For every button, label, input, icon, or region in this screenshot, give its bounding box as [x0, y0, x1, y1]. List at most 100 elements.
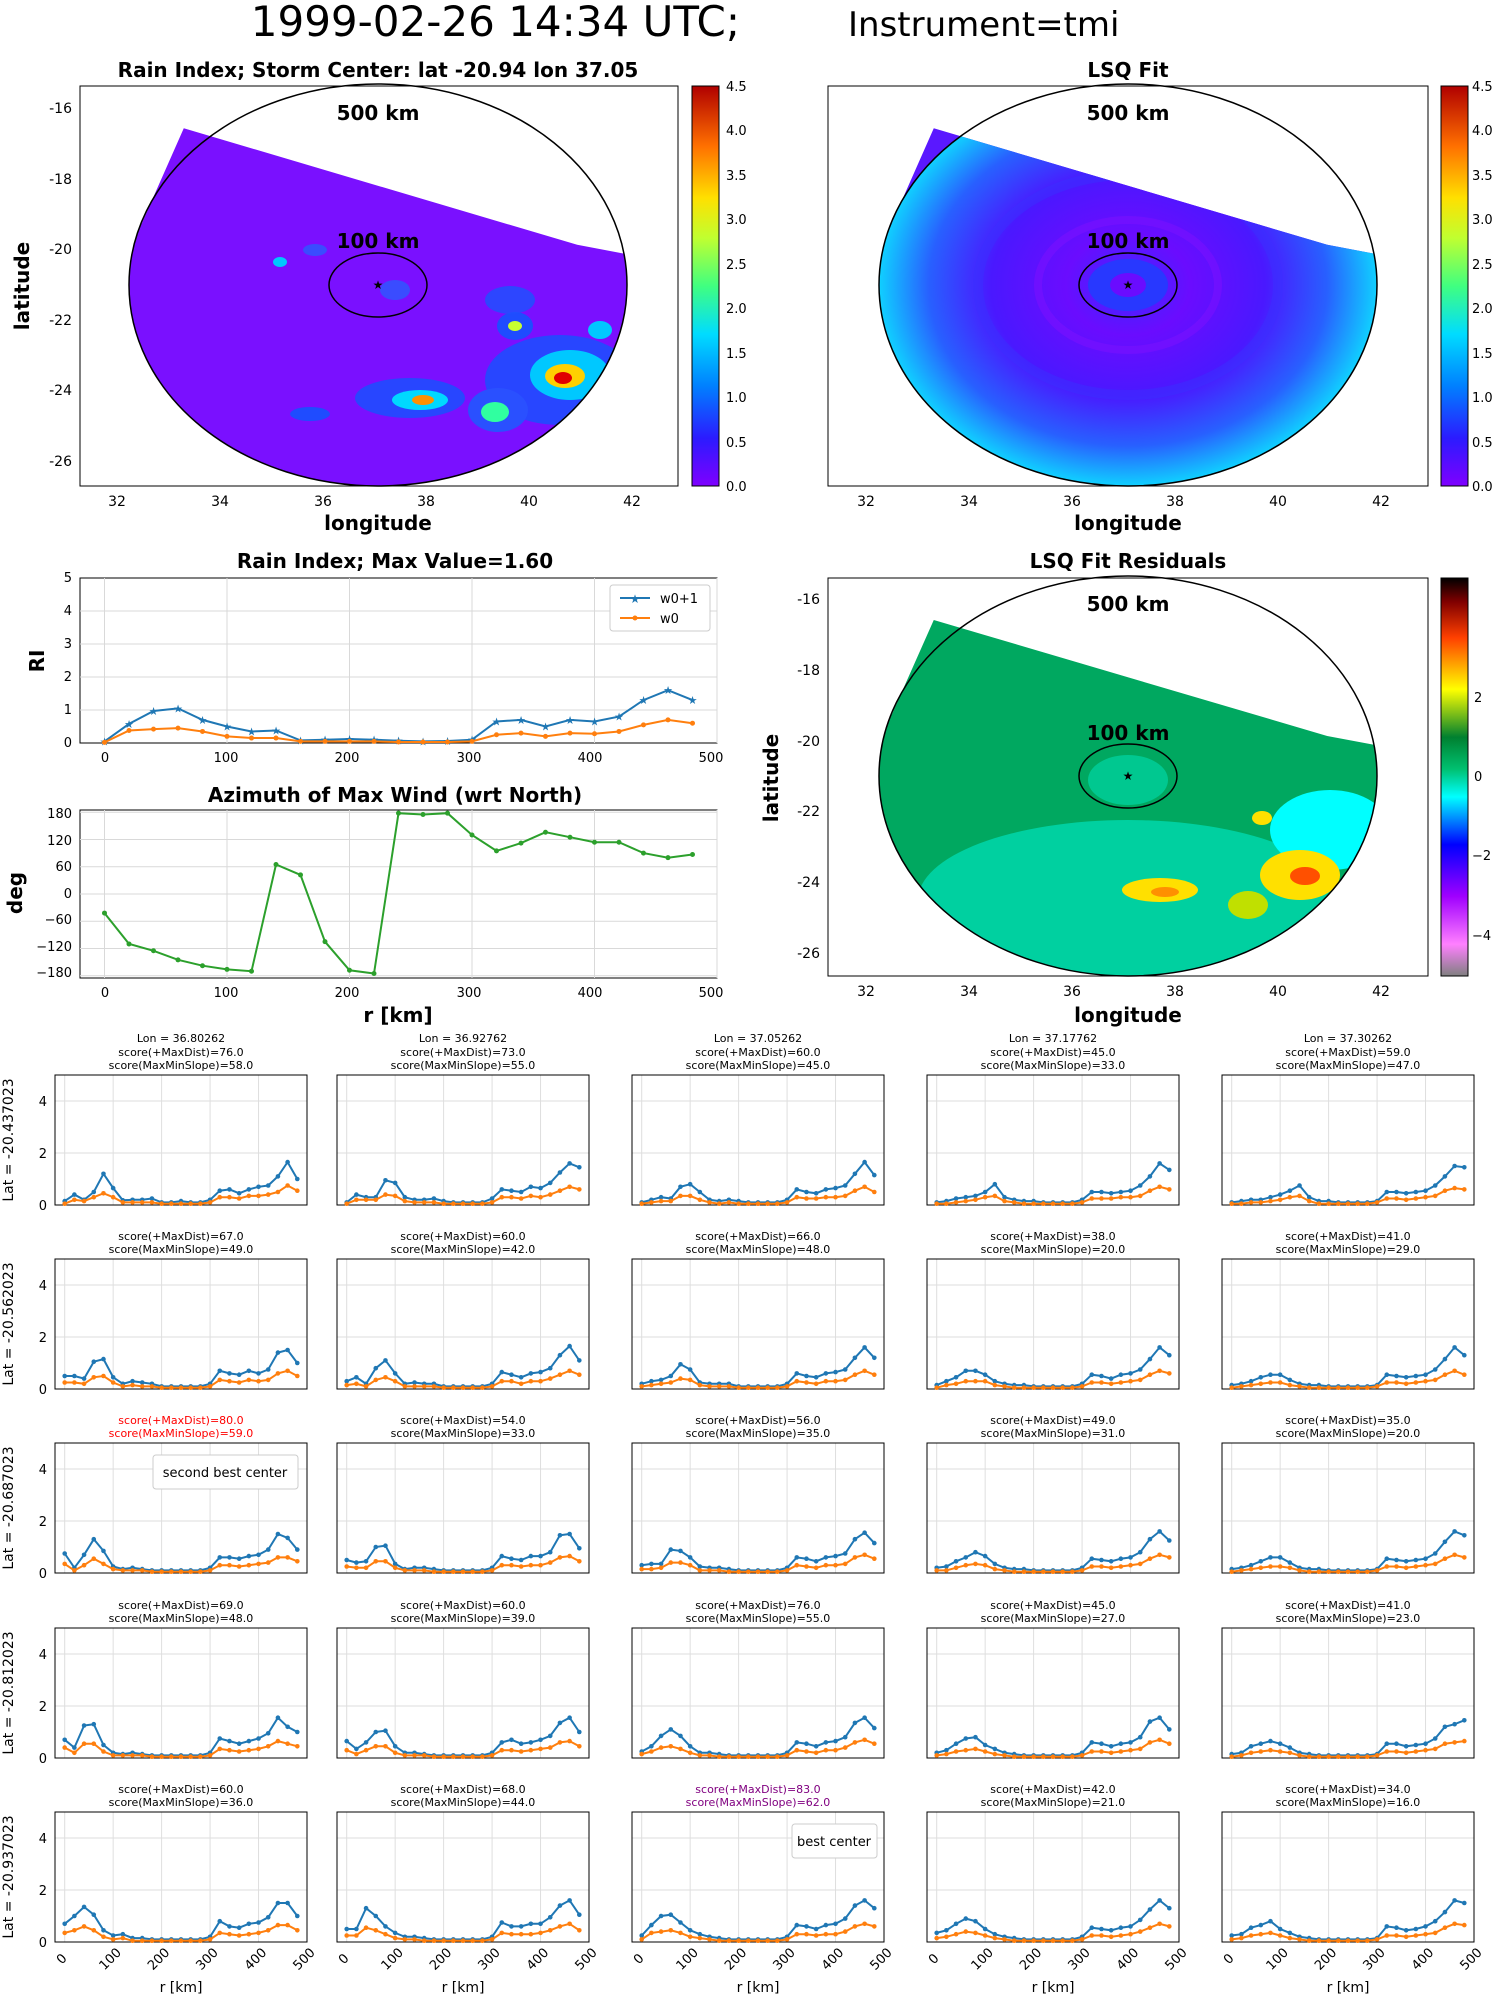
data-point: [1089, 1196, 1095, 1201]
data-point: [592, 839, 597, 845]
data-point: [392, 1561, 398, 1567]
data-point: [775, 1201, 780, 1206]
data-point: [1432, 1367, 1438, 1372]
data-point: [678, 1920, 683, 1925]
data-point: [1041, 1569, 1046, 1574]
data-point: [1268, 1747, 1273, 1753]
data-point: [101, 1373, 106, 1379]
data-point: [953, 1200, 959, 1205]
data-point: [1316, 1754, 1322, 1759]
data-point: [1423, 1924, 1428, 1929]
data-point: [149, 1938, 155, 1943]
data-point: [354, 1746, 359, 1752]
tick-label: 0: [101, 986, 109, 1001]
data-point: [451, 1938, 456, 1943]
data-point: [344, 1557, 349, 1563]
data-point: [139, 1753, 145, 1758]
data-point: [1326, 1938, 1331, 1943]
data-point: [295, 1729, 300, 1735]
colorbar-tick: 3.5: [1472, 169, 1493, 184]
data-point: [794, 1740, 800, 1745]
tick-label: 0: [39, 1752, 47, 1767]
data-point: [953, 1931, 959, 1937]
data-point: [363, 1747, 369, 1753]
ring-label-100km: 100 km: [1087, 229, 1170, 253]
data-point: [1031, 1754, 1036, 1759]
data-point: [1021, 1385, 1027, 1390]
data-point: [1355, 1201, 1360, 1206]
data-point: [1345, 1754, 1351, 1759]
data-point: [1277, 1197, 1283, 1203]
data-point: [101, 1171, 106, 1177]
data-point: [528, 1371, 534, 1376]
data-point: [1268, 1918, 1273, 1924]
data-point: [1167, 1924, 1172, 1929]
data-point: [1229, 1754, 1234, 1759]
data-point: [1118, 1741, 1124, 1746]
data-point: [275, 1922, 281, 1928]
data-point: [934, 1935, 939, 1941]
data-point: [130, 1568, 135, 1573]
data-point: [256, 1930, 261, 1936]
tick-label: 300: [476, 1945, 504, 1973]
data-point: [697, 1568, 703, 1573]
data-point: [842, 1551, 848, 1556]
data-point: [1128, 1371, 1133, 1376]
data-point: [842, 1183, 848, 1188]
data-point: [373, 1928, 379, 1933]
score-maxminslope: score(MaxMinSlope)=59.0: [109, 1427, 254, 1440]
tick-label: 100: [97, 1945, 125, 1973]
data-point: [1118, 1380, 1124, 1385]
data-point: [736, 1754, 741, 1759]
data-point: [1268, 1194, 1273, 1200]
ring-100km: [1078, 252, 1178, 318]
data-point: [1374, 1568, 1380, 1573]
data-point: [236, 1564, 242, 1569]
data-point: [1403, 1381, 1409, 1387]
data-point: [227, 1371, 232, 1376]
data-point: [217, 1562, 223, 1568]
data-point: [823, 1194, 829, 1200]
data-point: [813, 1375, 819, 1380]
data-point: [420, 812, 426, 818]
data-point: [1442, 1925, 1448, 1930]
data-point: [1268, 1738, 1273, 1744]
data-point: [1345, 1569, 1351, 1574]
data-point: [842, 1193, 848, 1199]
data-point: [992, 1561, 998, 1567]
data-point: [246, 1747, 252, 1753]
data-point: [813, 1565, 819, 1571]
tick-label: 34: [960, 984, 978, 1000]
data-point: [813, 1191, 819, 1196]
data-point: [1157, 1921, 1162, 1927]
data-point: [649, 1382, 654, 1388]
tick-label: 42: [1372, 984, 1390, 1000]
tick-label: 2: [39, 1700, 47, 1715]
data-point: [402, 1753, 408, 1758]
data-point: [765, 1385, 770, 1390]
data-point: [200, 728, 205, 734]
data-point: [139, 1568, 145, 1573]
tick-label: 300: [771, 1945, 799, 1973]
data-point: [1336, 1754, 1341, 1759]
data-point: [726, 1938, 732, 1943]
colorbar-tick: 4.5: [726, 80, 747, 95]
data-point: [1258, 1565, 1264, 1571]
data-point: [62, 1930, 67, 1936]
data-point: [392, 1565, 398, 1571]
data-point: [62, 1551, 67, 1556]
data-point: [236, 1749, 242, 1754]
lsq-core: [1110, 273, 1146, 297]
data-point: [431, 1569, 437, 1574]
data-point: [1147, 1174, 1153, 1179]
data-point: [953, 1196, 959, 1201]
score-maxminslope: score(MaxMinSlope)=62.0: [686, 1796, 831, 1809]
data-point: [256, 1552, 261, 1558]
tick-label: 200: [335, 986, 360, 1001]
data-point: [872, 1741, 877, 1746]
rain-patch: [485, 286, 535, 314]
data-point: [130, 1753, 135, 1758]
data-point: [1462, 1372, 1467, 1377]
data-point: [1089, 1933, 1095, 1938]
data-point: [256, 1736, 261, 1741]
